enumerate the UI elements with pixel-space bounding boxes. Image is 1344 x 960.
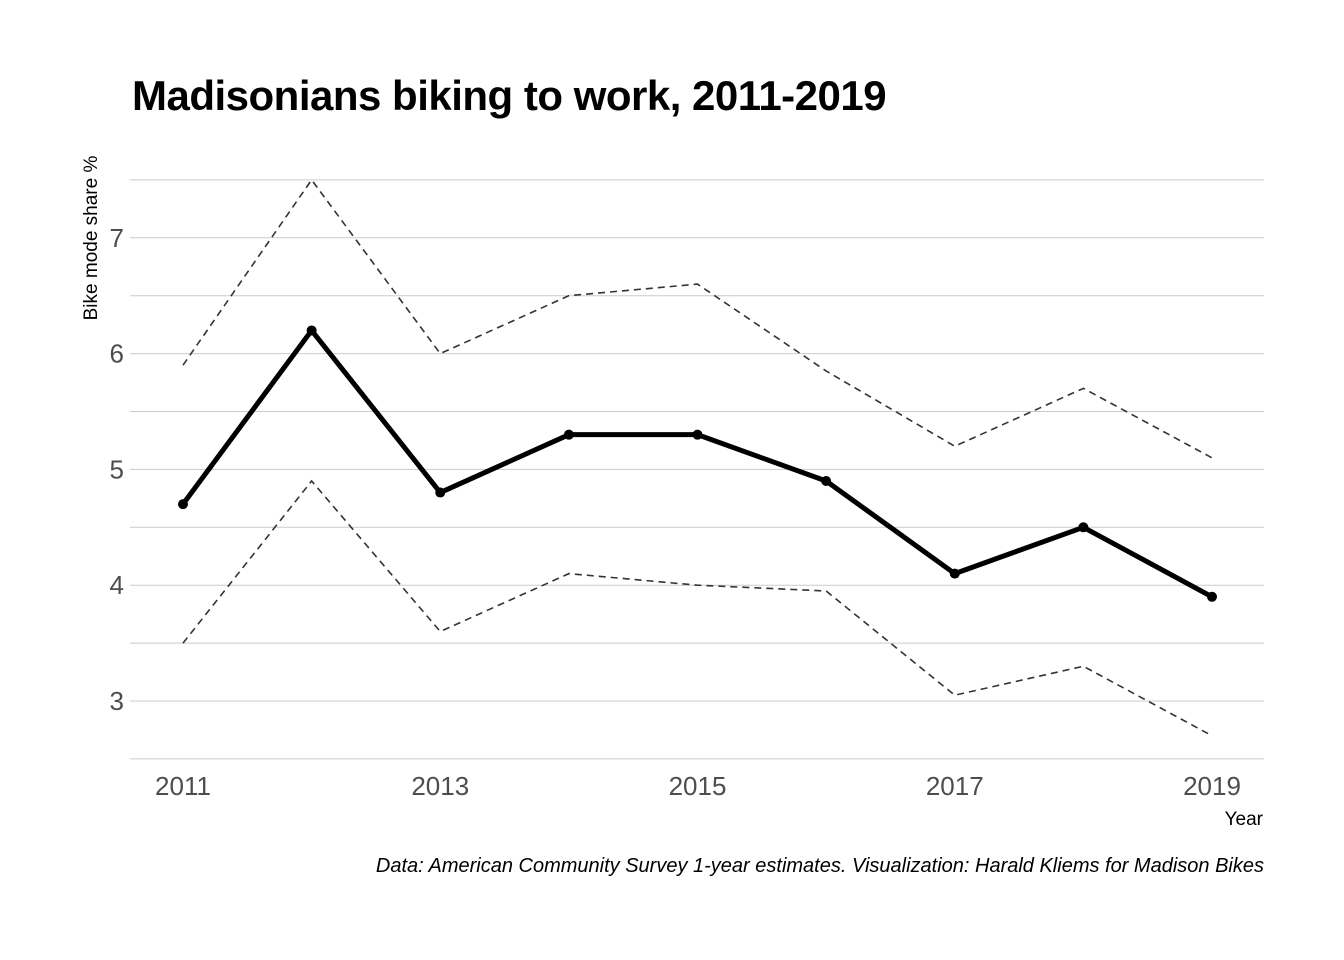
y-tick-label: 5 (110, 454, 124, 484)
data-point (1078, 522, 1089, 533)
x-tick-label: 2011 (155, 771, 211, 801)
x-tick-label: 2013 (411, 771, 469, 801)
y-tick-label: 7 (110, 223, 124, 253)
data-point (949, 568, 960, 579)
x-tick-label: 2019 (1183, 771, 1241, 801)
x-tick-label: 2017 (926, 771, 984, 801)
data-markers (178, 325, 1217, 602)
y-tick-label: 4 (110, 570, 124, 600)
x-axis-title: Year (1225, 809, 1264, 830)
y-tick-label: 3 (110, 686, 124, 716)
chart-caption: Data: American Community Survey 1-year e… (375, 855, 1264, 877)
y-tick-label: 6 (110, 339, 124, 369)
x-tick-label: 2015 (669, 771, 727, 801)
data-point (435, 487, 446, 498)
series-lines (180, 178, 1214, 737)
lower-bound-line (182, 479, 1213, 737)
data-point (563, 429, 574, 440)
upper-bound-line (182, 178, 1213, 459)
gridlines (130, 179, 1264, 760)
data-point (306, 325, 317, 336)
data-point (1207, 591, 1217, 602)
data-point (178, 499, 188, 510)
x-axis-ticks: 2011 2013 2015 2017 2019 (155, 771, 1241, 801)
estimate-line (180, 327, 1214, 599)
data-point (692, 429, 703, 440)
y-axis-title: Bike mode share % (81, 156, 102, 321)
data-point (821, 475, 832, 486)
y-axis-ticks: 3 4 5 6 7 (110, 223, 124, 716)
chart-title: Madisonians biking to work, 2011-2019 (132, 72, 887, 119)
